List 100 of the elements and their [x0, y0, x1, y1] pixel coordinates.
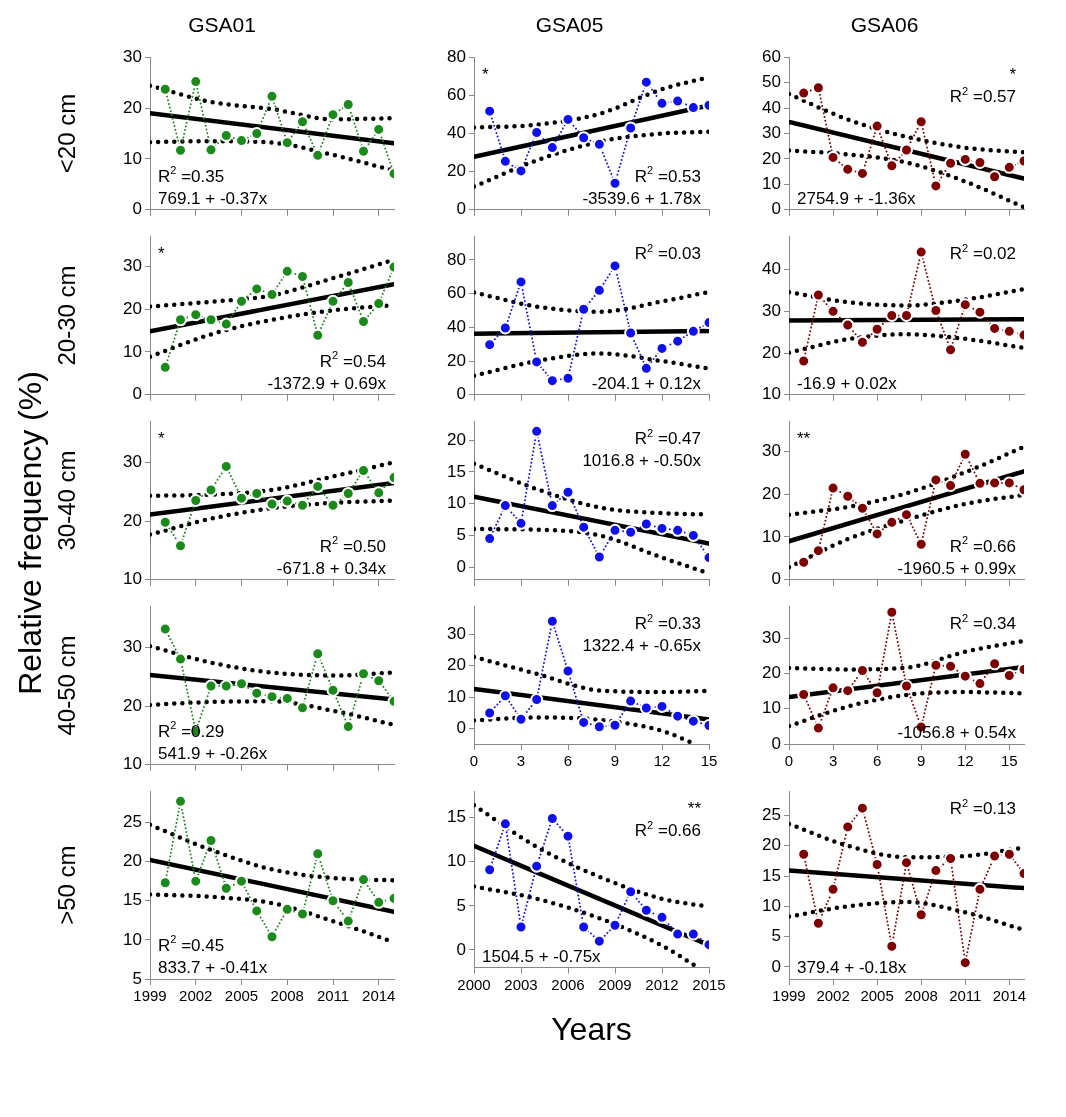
point [592, 934, 606, 948]
point [280, 902, 294, 916]
point [483, 104, 497, 118]
y-tick-label: 0 [456, 718, 466, 738]
point [671, 927, 685, 941]
point [811, 721, 825, 735]
point [639, 75, 653, 89]
point [265, 497, 279, 511]
point [885, 309, 899, 322]
point [944, 156, 958, 170]
x-tick-label: 9 [917, 752, 926, 770]
y-tick-label: 40 [447, 317, 466, 336]
point [265, 288, 279, 301]
point [900, 508, 913, 522]
x-tick-label: 15 [1000, 752, 1018, 770]
point [577, 520, 591, 534]
point [811, 81, 825, 95]
y-tick-label: 10 [762, 384, 781, 404]
point [280, 264, 294, 278]
y-tick-label: 10 [762, 526, 781, 546]
annotation: -1372.9 + 0.69x [267, 373, 387, 393]
point [577, 302, 591, 316]
point [944, 659, 958, 673]
point [341, 98, 355, 112]
point [530, 424, 544, 438]
y-tick-label: 20 [123, 97, 142, 117]
point [514, 516, 528, 530]
y-tick-label: 30 [123, 637, 142, 657]
y-tick-label: 5 [456, 525, 466, 545]
y-tick-label: 0 [132, 384, 142, 404]
point [900, 856, 913, 870]
y-tick-label: 20 [762, 483, 781, 503]
point [929, 864, 943, 878]
point [624, 121, 638, 135]
point [250, 904, 264, 918]
x-tick-label: 9 [610, 752, 620, 770]
point [929, 303, 943, 317]
y-tick-label: 15 [447, 461, 466, 481]
point [686, 101, 700, 115]
x-tick-label: 2006 [551, 975, 585, 993]
x-tick-label: 6 [563, 752, 573, 770]
point [608, 176, 622, 190]
point [174, 143, 187, 157]
x-tick-label: 1999 [133, 987, 167, 1005]
point [608, 918, 622, 932]
chart-title: GSA01 [188, 13, 256, 37]
point [483, 706, 497, 720]
point [841, 318, 855, 332]
point [900, 309, 913, 322]
point [530, 126, 544, 140]
y-axis-title: >50 cm [53, 845, 81, 925]
point [944, 479, 958, 492]
line-series [150, 460, 394, 499]
point [885, 515, 899, 529]
y-tick-label: 40 [762, 259, 781, 279]
annotation: 541.9 + -0.26x [158, 743, 268, 763]
point [639, 361, 653, 375]
point [1002, 847, 1016, 861]
y-tick-label: 20 [762, 342, 781, 362]
annotation: 379.4 + -0.18x [797, 958, 907, 977]
y-tick-label: 5 [456, 895, 466, 915]
y-tick-label: 30 [762, 440, 781, 460]
point [561, 485, 575, 499]
point [498, 499, 512, 513]
y-tick-label: 0 [132, 199, 142, 219]
point [158, 360, 172, 374]
point [900, 679, 913, 693]
point [914, 537, 928, 551]
x-tick-label: 6 [872, 752, 882, 770]
point [357, 873, 370, 887]
y-tick-label: 15 [123, 890, 142, 910]
point [671, 709, 685, 723]
point [235, 874, 248, 888]
y-tick-label: 40 [762, 97, 781, 117]
point [608, 523, 622, 537]
x-tick-label: 2002 [816, 987, 850, 1005]
x-tick-label: 12 [956, 752, 974, 770]
point [514, 920, 528, 934]
point [870, 686, 884, 700]
point [826, 150, 840, 164]
y-tick-label: 10 [447, 851, 466, 871]
y-tick-label: 20 [123, 695, 142, 715]
y-tick-label: 10 [123, 148, 142, 168]
x-tick-label: 3 [516, 752, 526, 770]
point [929, 473, 943, 487]
y-tick-label: 20 [123, 510, 142, 530]
y-tick-label: 10 [762, 174, 781, 194]
x-tick-label: 12 [653, 752, 671, 770]
y-tick-label: 80 [447, 249, 466, 269]
y-tick-label: 0 [771, 733, 781, 753]
y-tick-label: 20 [762, 663, 781, 683]
point [655, 910, 669, 924]
y-tick-label: 30 [762, 627, 781, 647]
point [870, 858, 884, 871]
point [826, 882, 840, 896]
annotation: 1016.8 + -0.50x [582, 451, 702, 471]
annotation: * [1009, 65, 1017, 85]
point [885, 159, 899, 173]
point [973, 882, 987, 896]
point [250, 127, 264, 140]
